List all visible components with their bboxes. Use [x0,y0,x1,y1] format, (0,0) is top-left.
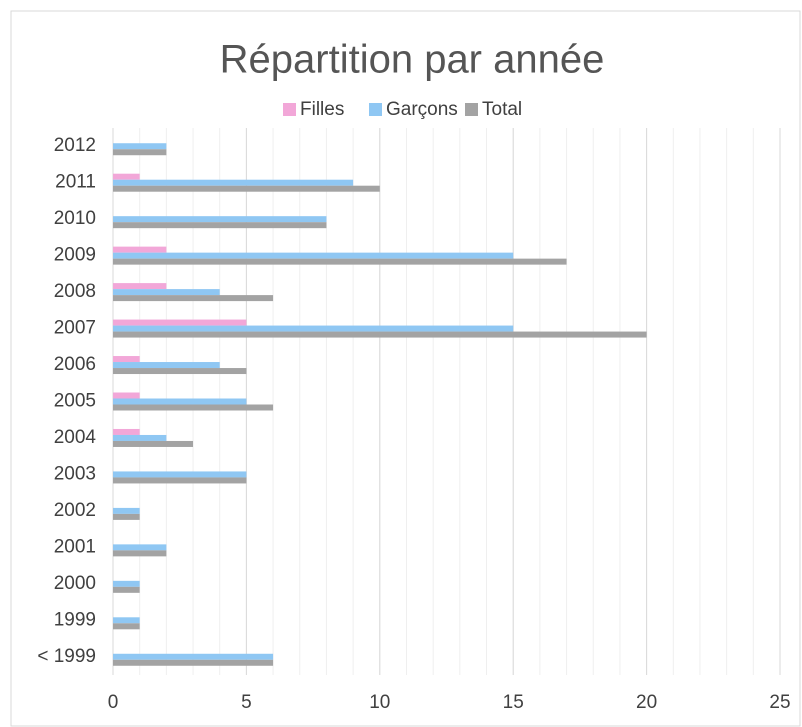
y-tick-label: 2009 [54,245,96,266]
legend-label: Filles [300,99,344,120]
bar [113,325,514,332]
bar [113,283,167,290]
bar [113,550,167,557]
bar [113,477,247,484]
bar [113,580,140,587]
bar [113,185,380,192]
bar [113,440,194,447]
legend-swatch [283,103,296,116]
bar [113,653,274,660]
legend-label: Total [482,99,522,120]
x-tick-label: 15 [503,692,524,713]
y-tick-label: 2006 [54,354,96,375]
bar [113,428,140,435]
x-tick-label: 0 [108,692,119,713]
y-tick-label: 2010 [54,208,96,229]
bar [113,222,327,229]
y-tick-label: 2005 [54,391,96,412]
bar [113,623,140,630]
bar [113,586,140,593]
bar [113,617,140,624]
bar [113,507,140,514]
y-tick-label: 2002 [54,500,96,521]
bar [113,173,140,180]
y-tick-label: 1999 [54,609,96,630]
bar [113,143,167,150]
y-tick-label: 2001 [54,536,96,557]
bar [113,319,247,326]
bar [113,544,167,551]
y-tick-label: 2007 [54,318,96,339]
x-tick-label: 20 [636,692,657,713]
bar [113,362,220,369]
bar [113,295,274,302]
bar [113,404,274,411]
y-tick-label: 2008 [54,281,96,302]
bar [113,331,647,338]
bar [113,356,140,363]
y-tick-label: 2011 [55,172,96,193]
bar [113,392,140,399]
bar [113,258,567,265]
y-tick-label: < 1999 [37,646,96,667]
bar [113,368,247,375]
y-tick-label: 2012 [54,135,96,156]
bar [113,398,247,405]
bar [113,179,354,186]
y-tick-label: 2004 [54,427,97,448]
bar [113,149,167,156]
bar [113,434,167,441]
bar [113,246,167,253]
x-tick-label: 5 [241,692,252,713]
bar [113,471,247,478]
chart-title: Répartition par année [220,38,605,82]
legend-label: Garçons [386,99,458,120]
x-tick-label: 25 [769,692,790,713]
legend: Filles Garçons Total [283,99,522,120]
bar [113,216,327,223]
bar [113,289,220,296]
x-tick-label: 10 [369,692,390,713]
y-tick-label: 2003 [54,463,96,484]
bar [113,659,274,666]
y-tick-label: 2000 [54,573,96,594]
legend-swatch [369,103,382,116]
bar [113,513,140,520]
bar [113,252,514,259]
legend-swatch [465,103,478,116]
